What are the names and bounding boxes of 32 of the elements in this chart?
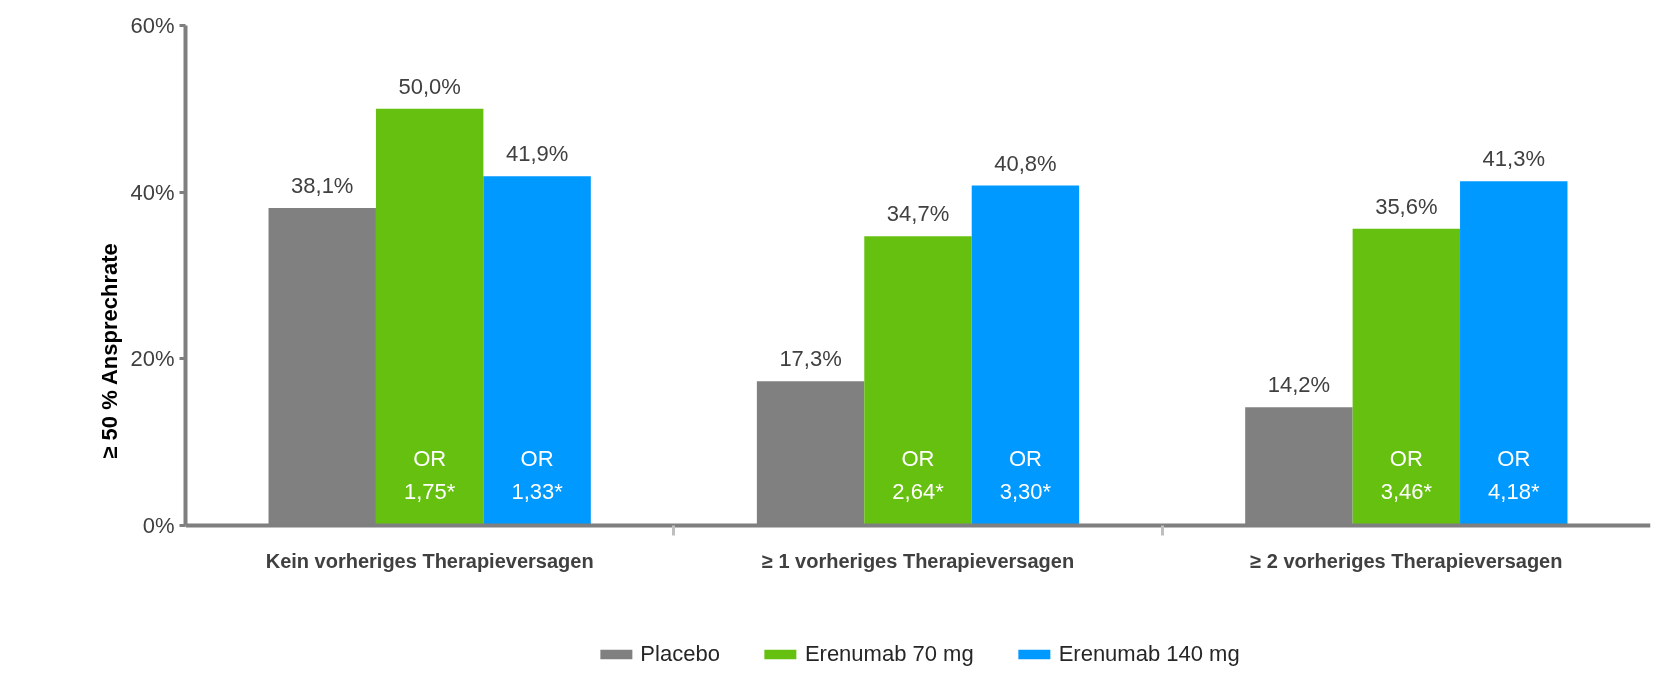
annotation: OR 3,46*: [1380, 446, 1433, 504]
y-tick-label: 0%: [142, 513, 175, 538]
data-label: 35,6%: [1375, 193, 1438, 219]
y-tick-label: 20%: [130, 346, 175, 372]
x-tick-label: Kein vorheriges Therapieversagen: [265, 549, 594, 572]
legend-label: Placebo: [640, 641, 720, 667]
annotation: OR 1,75*: [403, 446, 456, 504]
y-tick-label: 40%: [130, 179, 175, 205]
data-label: 40,8%: [994, 150, 1057, 176]
data-label: 34,7%: [886, 201, 950, 227]
x-tick-label: ≥ 1 vorheriges Therapieversagen: [761, 549, 1075, 572]
annotation: OR 4,18*: [1488, 446, 1540, 504]
bar: [375, 108, 484, 526]
data-label: 38,1%: [291, 173, 354, 198]
data-label: 17,3%: [779, 346, 842, 372]
data-label: 41,9%: [505, 141, 569, 167]
data-label: 14,2%: [1267, 372, 1331, 398]
annotation: OR 3,30*: [999, 446, 1052, 504]
data-label: 50,0%: [398, 73, 461, 99]
bar: [971, 185, 1080, 526]
annotation: OR 2,64*: [892, 446, 945, 504]
bar: [1460, 181, 1568, 526]
bar: [483, 176, 591, 526]
data-label: 41,3%: [1482, 146, 1545, 172]
y-axis-title: ≥ 50 % Ansprechrate: [97, 243, 123, 459]
annotation: OR 1,33*: [511, 446, 564, 504]
legend-label: Erenumab 70 mg: [804, 641, 974, 667]
bar: [864, 236, 972, 526]
legend-label: Erenumab 140 mg: [1058, 641, 1240, 667]
bar: [1352, 228, 1461, 526]
x-tick-label: ≥ 2 vorheriges Therapieversagen: [1250, 549, 1563, 572]
y-tick-label: 60%: [130, 13, 175, 38]
